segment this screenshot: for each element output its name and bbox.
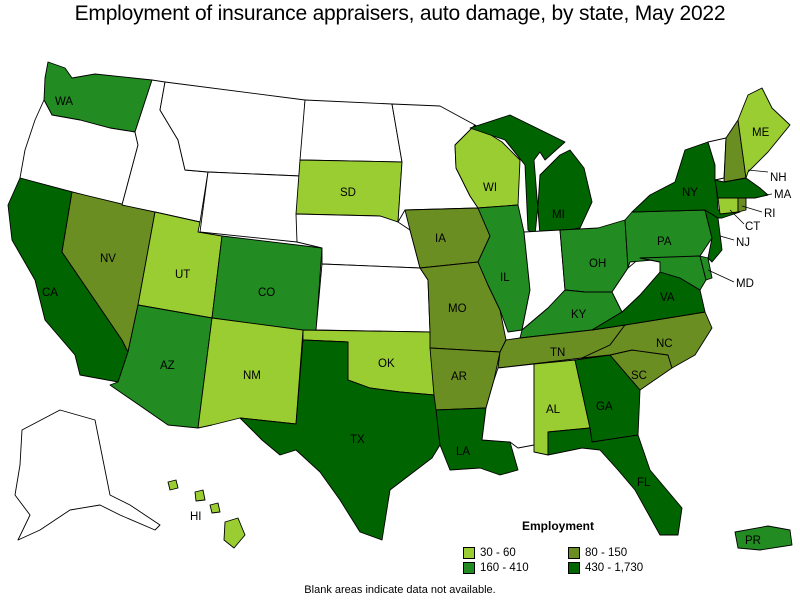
state-VT[interactable] (707, 137, 727, 181)
legend-title: Employment (522, 519, 595, 533)
label-SC: SC (631, 370, 647, 382)
legend-swatch (463, 562, 475, 574)
state-PR[interactable] (734, 525, 793, 551)
state-CO[interactable] (211, 235, 323, 333)
legend-label: 430 - 1,730 (585, 562, 644, 574)
label-MA: MA (774, 189, 792, 201)
state-labels: WA CA NV UT CO AZ NM SD OK TX IA MO AR L… (42, 96, 792, 547)
label-NM: NM (243, 370, 261, 382)
legend-label: 80 - 150 (585, 547, 628, 559)
state-OH[interactable] (559, 219, 629, 293)
label-LA: LA (456, 446, 470, 458)
state-DE[interactable] (699, 255, 713, 281)
map-title: Employment of insurance appraisers, auto… (74, 2, 726, 25)
label-FL: FL (637, 477, 651, 489)
label-RI: RI (764, 208, 776, 220)
state-NC[interactable] (581, 311, 713, 369)
label-PA: PA (657, 236, 672, 248)
label-OH: OH (589, 258, 606, 270)
legend-item-160-410: 160 - 410 (463, 562, 529, 574)
state-MI[interactable] (469, 114, 593, 236)
state-CT[interactable] (717, 197, 739, 215)
label-WI: WI (483, 182, 497, 194)
label-CO: CO (258, 287, 275, 299)
label-HI: HI (190, 511, 202, 523)
label-KY: KY (571, 309, 587, 321)
label-MD: MD (736, 278, 754, 290)
state-FL[interactable] (547, 427, 683, 536)
label-AR: AR (451, 371, 467, 383)
state-MA[interactable] (714, 177, 769, 199)
legend-item-80-150: 80 - 150 (568, 547, 627, 559)
label-WA: WA (55, 96, 73, 108)
label-SD: SD (340, 187, 356, 199)
state-RI[interactable] (737, 197, 747, 213)
legend-label: 160 - 410 (480, 562, 529, 574)
label-ME: ME (752, 127, 770, 139)
label-NY: NY (682, 187, 698, 199)
state-HI[interactable] (223, 517, 246, 549)
label-UT: UT (175, 269, 190, 281)
leader-lines (707, 169, 773, 283)
state-IA[interactable] (404, 207, 491, 269)
label-NV: NV (100, 253, 116, 265)
legend-item-30-60: 30 - 60 (463, 547, 516, 559)
legend-swatch (568, 562, 580, 574)
state-TX[interactable] (239, 339, 441, 541)
label-NJ: NJ (736, 237, 750, 249)
state-ME[interactable] (737, 87, 791, 179)
legend-item-430-1730: 430 - 1,730 (568, 562, 643, 574)
label-VA: VA (660, 292, 675, 304)
label-IA: IA (435, 233, 446, 245)
footnote: Blank areas indicate data not available. (304, 584, 496, 596)
label-CT: CT (745, 221, 760, 233)
label-IL: IL (500, 272, 510, 284)
label-MO: MO (448, 303, 467, 315)
state-WY[interactable] (199, 171, 301, 243)
state-AK[interactable] (14, 409, 161, 541)
label-OK: OK (378, 358, 395, 370)
legend-swatch (463, 547, 475, 559)
legend-swatch (568, 547, 580, 559)
label-CA: CA (42, 287, 58, 299)
state-ND[interactable] (299, 99, 403, 163)
state-HI-islands[interactable] (167, 479, 221, 514)
label-MI: MI (552, 209, 565, 221)
label-NC: NC (656, 338, 673, 350)
label-GA: GA (596, 401, 613, 413)
label-PR: PR (745, 535, 761, 547)
label-TN: TN (550, 347, 565, 359)
state-IL[interactable] (477, 204, 531, 333)
label-TX: TX (350, 434, 365, 446)
state-KS[interactable] (315, 263, 431, 333)
legend-label: 30 - 60 (480, 547, 516, 559)
label-AZ: AZ (160, 360, 175, 372)
label-AL: AL (546, 404, 561, 416)
label-NH: NH (770, 172, 787, 184)
